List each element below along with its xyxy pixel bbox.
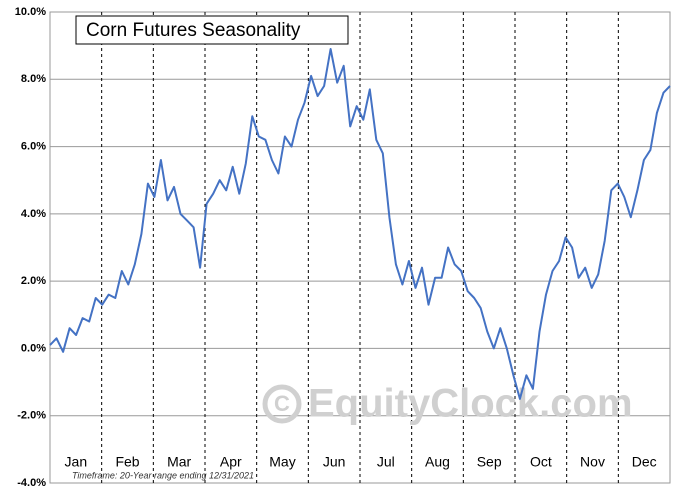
x-tick-label: Aug [425,454,450,470]
title-box [75,15,349,45]
x-tick-label: Feb [115,454,139,470]
watermark-text: EquityClock.com [308,382,633,426]
x-tick-label: Jun [323,454,346,470]
y-tick-label: -4.0% [17,477,46,489]
watermark-logo [262,384,302,424]
x-tick-label: Apr [220,454,242,470]
footnote: Timeframe: 20-Year range ending 12/31/20… [72,470,254,480]
y-tick-label: -2.0% [17,410,46,422]
x-tick-label: Jul [377,454,395,470]
y-tick-label: 0.0% [21,342,46,354]
x-tick-label: Dec [632,454,657,470]
grid [50,11,670,484]
x-tick-label: Jan [65,454,88,470]
x-tick-label: May [269,454,295,470]
x-tick-label: Mar [167,454,191,470]
y-tick-label: 6.0% [21,140,46,152]
y-tick-label: 4.0% [21,208,46,220]
plot [49,48,671,400]
y-tick-label: 2.0% [21,275,46,287]
watermark: C EquityClock.com [262,382,633,426]
chart-title: Corn Futures Seasonality [86,20,301,41]
y-tick-label: 8.0% [21,73,46,85]
y-tick-label: 10.0% [15,6,46,18]
x-tick-label: Oct [530,454,552,470]
data-line [49,48,671,400]
x-tick-label: Nov [580,454,605,470]
x-tick-label: Sep [477,454,502,470]
watermark-logo-letter: C [274,391,290,416]
